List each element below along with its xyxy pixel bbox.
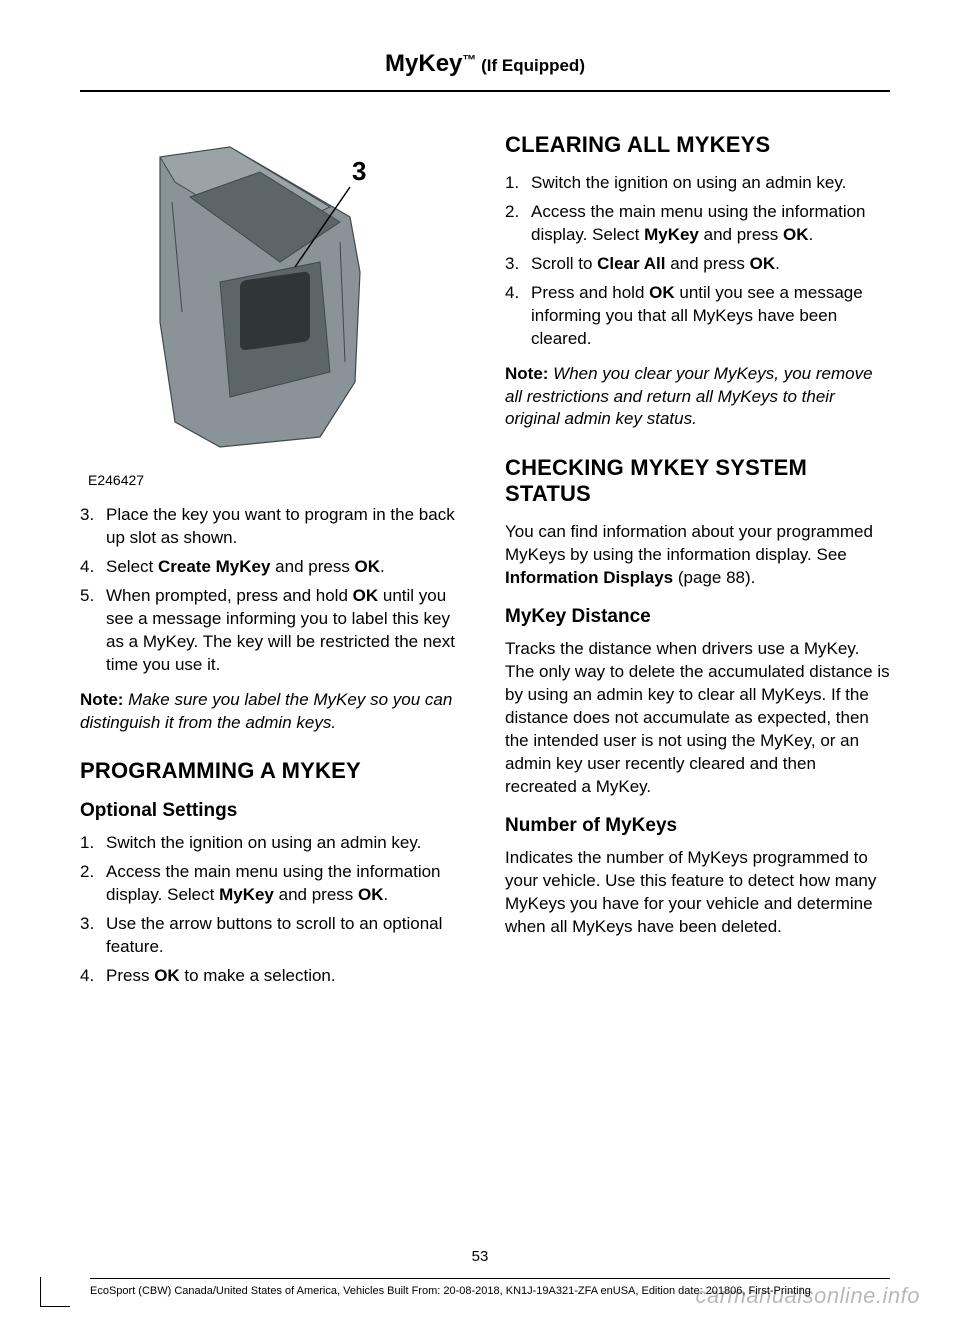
note-paragraph: Note: When you clear your MyKeys, you re… [505,363,890,432]
step-text: Place the key you want to program in the… [106,504,465,550]
heading-mykey-distance: MyKey Distance [505,606,890,628]
step-text: Switch the ignition on using an admin ke… [531,172,890,195]
step-number: 4. [80,965,106,988]
step-number: 3. [80,504,106,550]
header-subtitle: (If Equipped) [476,56,585,75]
step-number: 3. [505,253,531,276]
step-text: Access the main menu using the informati… [106,861,465,907]
step-text: When prompted, press and hold OK until y… [106,585,465,677]
figure-keyslot: 3 [90,142,410,462]
note-label: Note: [505,364,548,383]
heading-programming-mykey: PROGRAMMING A MYKEY [80,758,465,784]
left-steps-1: 3. Place the key you want to program in … [80,504,465,677]
heading-clearing-mykeys: CLEARING ALL MYKEYS [505,132,890,158]
left-column: 3 E246427 3. Place the key you want to p… [80,132,465,1000]
step-text: Select Create MyKey and press OK. [106,556,465,579]
watermark: carmanualsonline.info [695,1283,920,1309]
list-item: 2. Access the main menu using the inform… [80,861,465,907]
list-item: 3. Scroll to Clear All and press OK. [505,253,890,276]
right-steps-a: 1. Switch the ignition on using an admin… [505,172,890,351]
list-item: 3. Place the key you want to program in … [80,504,465,550]
step-text: Access the main menu using the informati… [531,201,890,247]
list-item: 1. Switch the ignition on using an admin… [505,172,890,195]
heading-number-of-mykeys: Number of MyKeys [505,815,890,837]
figure-label: E246427 [88,472,465,488]
list-item: 1. Switch the ignition on using an admin… [80,832,465,855]
page-number: 53 [0,1248,960,1265]
note-paragraph: Note: Make sure you label the MyKey so y… [80,689,465,735]
step-number: 4. [80,556,106,579]
header-title: MyKey [385,50,462,77]
step-number: 2. [80,861,106,907]
crop-mark [40,1277,70,1307]
heading-checking-status: CHECKING MYKEY SYSTEM STATUS [505,455,890,507]
list-item: 2. Access the main menu using the inform… [505,201,890,247]
page-header: MyKey™ (If Equipped) [80,50,890,92]
step-text: Scroll to Clear All and press OK. [531,253,890,276]
step-text: Switch the ignition on using an admin ke… [106,832,465,855]
left-steps-2: 1. Switch the ignition on using an admin… [80,832,465,988]
list-item: 4. Press OK to make a selection. [80,965,465,988]
step-number: 2. [505,201,531,247]
right-column: CLEARING ALL MYKEYS 1. Switch the igniti… [505,132,890,1000]
list-item: 3. Use the arrow buttons to scroll to an… [80,913,465,959]
number-paragraph: Indicates the number of MyKeys programme… [505,847,890,939]
step-number: 1. [80,832,106,855]
note-text: When you clear your MyKeys, you remove a… [505,364,873,429]
figure-svg: 3 [90,142,410,462]
step-number: 4. [505,282,531,351]
trademark-symbol: ™ [462,52,476,68]
list-item: 4. Select Create MyKey and press OK. [80,556,465,579]
distance-paragraph: Tracks the distance when drivers use a M… [505,638,890,799]
step-number: 3. [80,913,106,959]
figure-callout-3: 3 [352,156,366,186]
note-text: Make sure you label the MyKey so you can… [80,690,452,732]
step-number: 1. [505,172,531,195]
heading-optional-settings: Optional Settings [80,800,465,822]
step-number: 5. [80,585,106,677]
step-text: Press and hold OK until you see a messag… [531,282,890,351]
step-text: Press OK to make a selection. [106,965,465,988]
list-item: 4. Press and hold OK until you see a mes… [505,282,890,351]
note-label: Note: [80,690,123,709]
content-columns: 3 E246427 3. Place the key you want to p… [80,132,890,1000]
list-item: 5. When prompted, press and hold OK unti… [80,585,465,677]
step-text: Use the arrow buttons to scroll to an op… [106,913,465,959]
status-paragraph: You can find information about your prog… [505,521,890,590]
